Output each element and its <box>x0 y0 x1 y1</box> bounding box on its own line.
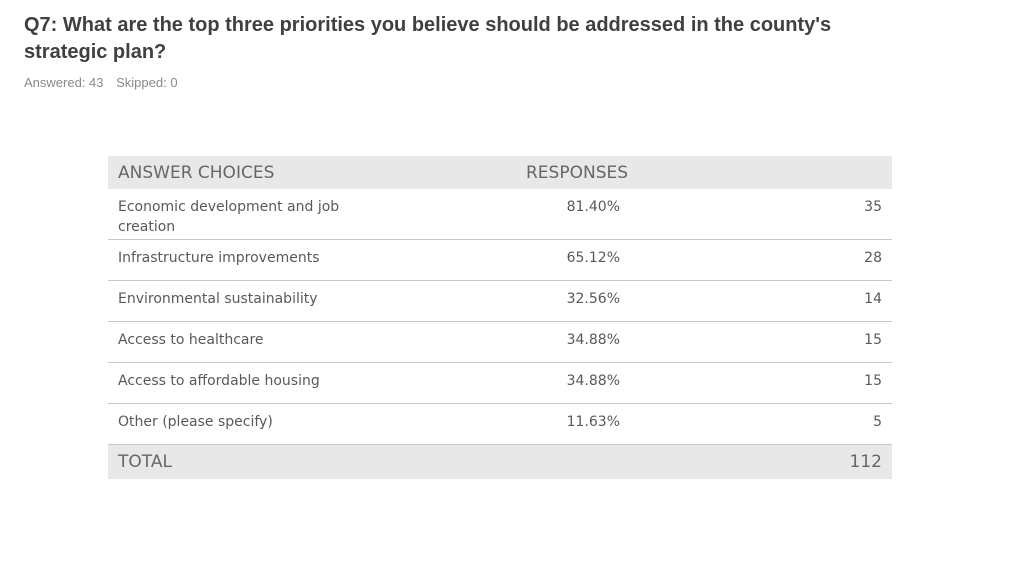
answer-choice: Infrastructure improvements <box>118 250 320 266</box>
table-row: Access to affordable housing 34.88% 15 <box>108 363 892 404</box>
table-header: ANSWER CHOICES RESPONSES <box>108 156 892 189</box>
table-row: Infrastructure improvements 65.12% 28 <box>108 240 892 281</box>
response-count: 28 <box>864 250 882 266</box>
response-count: 35 <box>864 199 882 215</box>
results-table: ANSWER CHOICES RESPONSES Economic develo… <box>108 156 892 479</box>
total-count: 112 <box>849 452 882 472</box>
answer-choice: Access to affordable housing <box>118 373 320 389</box>
table-row: Environmental sustainability 32.56% 14 <box>108 281 892 322</box>
response-percent: 11.63% <box>566 414 620 430</box>
table-total-row: TOTAL 112 <box>108 445 892 479</box>
answer-choice: Economic development and job creation <box>118 199 340 235</box>
table-row: Economic development and job creation 81… <box>108 189 892 240</box>
response-percent: 81.40% <box>566 199 620 215</box>
response-percent: 34.88% <box>566 332 620 348</box>
table-row: Other (please specify) 11.63% 5 <box>108 404 892 445</box>
response-percent: 65.12% <box>566 250 620 266</box>
skipped-count: Skipped: 0 <box>116 75 178 90</box>
response-percent: 32.56% <box>566 291 620 307</box>
response-count: 14 <box>864 291 882 307</box>
answer-choice: Other (please specify) <box>118 414 273 430</box>
response-percent: 34.88% <box>566 373 620 389</box>
total-label: TOTAL <box>118 452 172 472</box>
response-stats: Answered: 43 Skipped: 0 <box>24 75 187 90</box>
response-count: 15 <box>864 332 882 348</box>
answer-choice: Environmental sustainability <box>118 291 318 307</box>
response-count: 15 <box>864 373 882 389</box>
answer-choice: Access to healthcare <box>118 332 264 348</box>
question-title: Q7: What are the top three priorities yo… <box>24 14 832 63</box>
header-answer-choices: ANSWER CHOICES <box>118 162 275 183</box>
table-row: Access to healthcare 34.88% 15 <box>108 322 892 363</box>
answered-count: Answered: 43 <box>24 75 104 90</box>
response-count: 5 <box>873 414 882 430</box>
header-responses: RESPONSES <box>526 162 629 183</box>
